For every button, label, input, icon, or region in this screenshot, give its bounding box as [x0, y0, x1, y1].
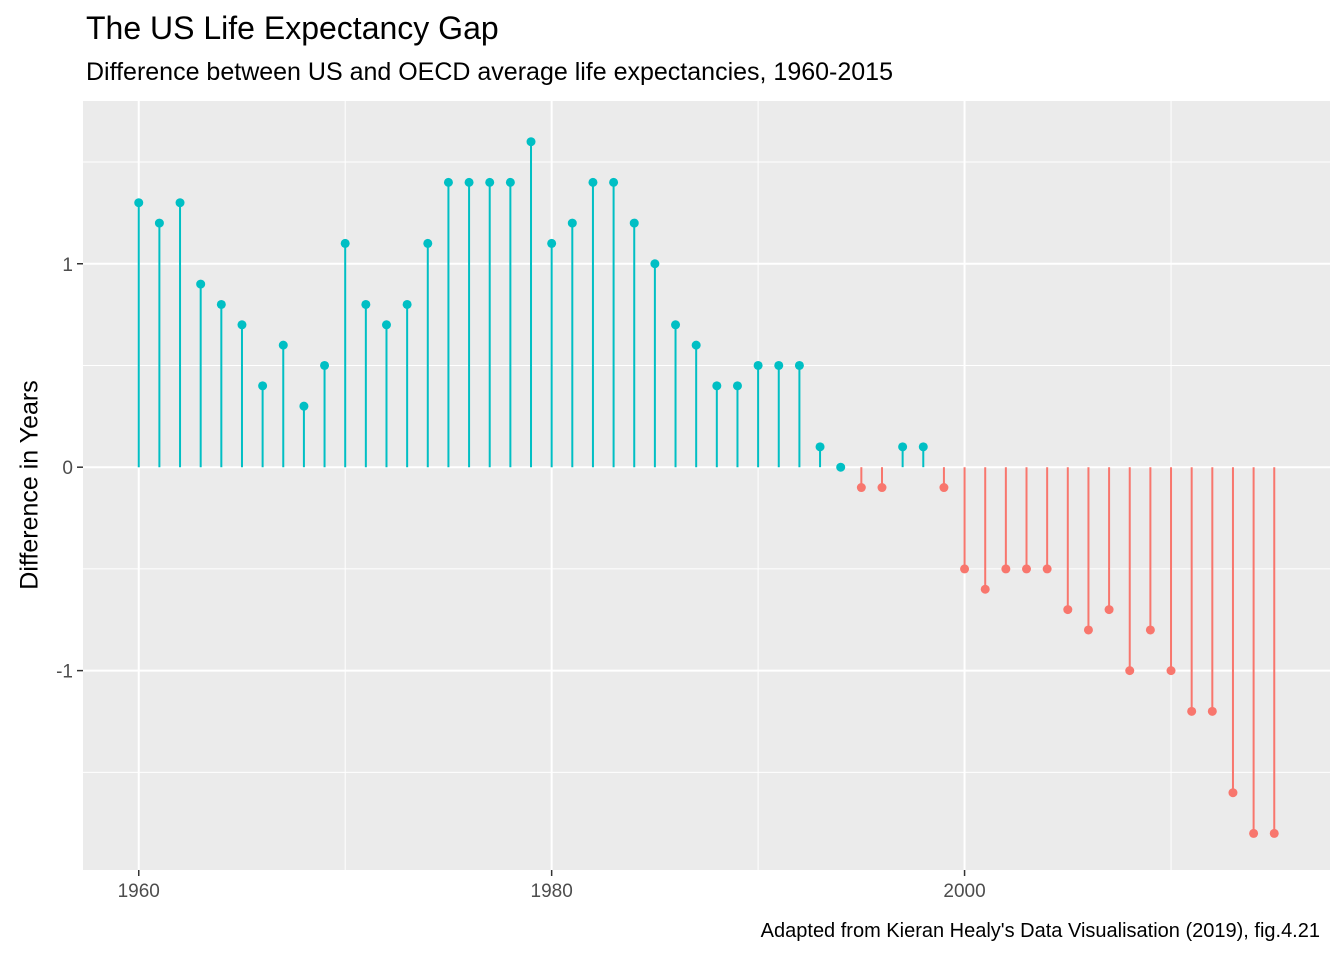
- lollipop-points: [134, 137, 1279, 838]
- lollipop-point: [402, 299, 412, 309]
- lollipop-point: [898, 442, 908, 452]
- lollipop-point: [1207, 706, 1217, 716]
- lollipop-point: [340, 238, 350, 248]
- plot-panel: [83, 101, 1330, 870]
- lollipop-point: [526, 137, 536, 147]
- lollipop-point: [485, 177, 495, 187]
- lollipop-point: [980, 584, 990, 594]
- lollipop-point: [1083, 625, 1093, 635]
- x-tick-label: 1960: [118, 881, 160, 902]
- lollipop-point: [1269, 828, 1279, 838]
- lollipop-point: [732, 381, 742, 391]
- chart-title: The US Life Expectancy Gap: [86, 10, 499, 46]
- lollipop-point: [320, 360, 330, 370]
- lollipop-point: [753, 360, 763, 370]
- lollipop-point: [1063, 605, 1073, 615]
- lollipop-point: [629, 218, 639, 228]
- y-tick-label: 0: [62, 458, 73, 479]
- lollipop-point: [423, 238, 433, 248]
- x-tick-label: 1980: [531, 881, 573, 902]
- chart-caption: Adapted from Kieran Healy's Data Visuali…: [760, 920, 1320, 942]
- axis-tick-labels: 1960 1980 2000 -1 0 1: [56, 255, 986, 902]
- lollipop-point: [299, 401, 309, 411]
- lollipop-point: [464, 177, 474, 187]
- lollipop-point: [794, 360, 804, 370]
- lollipop-point: [1001, 564, 1011, 574]
- lollipop-point: [1042, 564, 1052, 574]
- lollipop-point: [547, 238, 557, 248]
- lollipop-point: [134, 198, 144, 208]
- y-tick-label: 1: [62, 255, 73, 276]
- lollipop-stems: [137, 141, 1276, 834]
- lollipop-point: [505, 177, 515, 187]
- lollipop-point: [691, 340, 701, 350]
- lollipop-point: [1228, 788, 1238, 798]
- lollipop-point: [671, 320, 681, 330]
- lollipop-point: [1022, 564, 1032, 574]
- lollipop-point: [939, 483, 949, 493]
- lollipop-point: [1145, 625, 1155, 635]
- lollipop-point: [712, 381, 722, 391]
- lollipop-point: [1104, 605, 1114, 615]
- lollipop-point: [443, 177, 453, 187]
- lollipop-point: [1166, 666, 1176, 676]
- lollipop-point: [960, 564, 970, 574]
- lollipop-point: [588, 177, 598, 187]
- lollipop-point: [918, 442, 928, 452]
- lollipop-point: [278, 340, 288, 350]
- lollipop-point: [856, 483, 866, 493]
- lollipop-point: [237, 320, 247, 330]
- lollipop-point: [381, 320, 391, 330]
- lollipop-point: [361, 299, 371, 309]
- lollipop-point: [175, 198, 185, 208]
- chart-subtitle: Difference between US and OECD average l…: [86, 58, 893, 86]
- lollipop-point: [567, 218, 577, 228]
- lollipop-point: [258, 381, 268, 391]
- lollipop-point: [836, 462, 846, 472]
- lollipop-point: [877, 483, 887, 493]
- lollipop-point: [609, 177, 619, 187]
- lollipop-point: [774, 360, 784, 370]
- lollipop-point: [216, 299, 226, 309]
- x-tick-label: 2000: [943, 881, 985, 902]
- lollipop-point: [1125, 666, 1135, 676]
- lollipop-point: [196, 279, 206, 289]
- lollipop-point: [1249, 828, 1259, 838]
- lollipop-point: [154, 218, 164, 228]
- y-tick-label: -1: [56, 662, 73, 683]
- lollipop-point: [650, 259, 660, 269]
- axis-ticks: [77, 263, 966, 876]
- lollipop-point: [815, 442, 825, 452]
- lollipop-point: [1187, 706, 1197, 716]
